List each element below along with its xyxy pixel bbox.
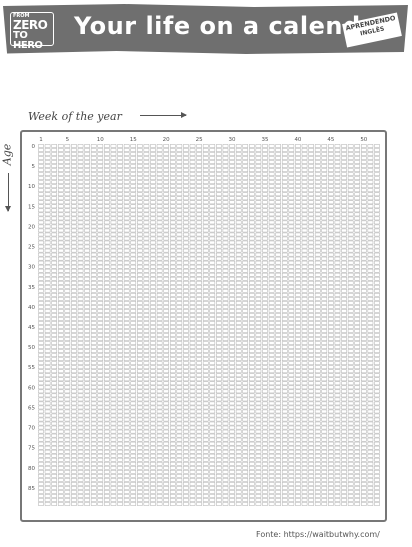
source-credit: Fonte: https://waitbutwhy.com/ bbox=[256, 530, 380, 539]
age-tick-label: 40 bbox=[28, 305, 35, 311]
age-tick-label: 45 bbox=[28, 325, 35, 331]
week-tick-label: 40 bbox=[294, 137, 301, 143]
age-tick-label: 15 bbox=[28, 204, 35, 210]
age-tick-label: 75 bbox=[28, 446, 35, 452]
calendar-frame bbox=[20, 130, 387, 522]
age-tick-label: 5 bbox=[32, 164, 36, 170]
age-tick-label: 65 bbox=[28, 405, 35, 411]
age-tick-label: 0 bbox=[32, 144, 36, 150]
age-tick-label: 60 bbox=[28, 385, 35, 391]
week-tick-label: 1 bbox=[39, 137, 43, 143]
week-boxes bbox=[38, 144, 380, 506]
week-tick-label: 10 bbox=[97, 137, 104, 143]
week-tick-label: 35 bbox=[262, 137, 269, 143]
logo-line-to-hero: TO HERO bbox=[13, 30, 43, 51]
down-arrow-icon bbox=[5, 173, 11, 212]
age-tick-label: 10 bbox=[28, 184, 35, 190]
week-tick-label: 20 bbox=[163, 137, 170, 143]
week-tick-label: 50 bbox=[360, 137, 367, 143]
from-zero-to-hero-logo: FROM ZERO TO HERO bbox=[10, 12, 54, 51]
age-tick-label: 85 bbox=[28, 486, 35, 492]
age-tick-label: 50 bbox=[28, 345, 35, 351]
header-banner bbox=[3, 4, 408, 54]
x-axis-label: Week of the year bbox=[28, 110, 122, 123]
age-tick-label: 70 bbox=[28, 426, 35, 432]
week-tick-label: 30 bbox=[229, 137, 236, 143]
age-tick-label: 80 bbox=[28, 466, 35, 472]
week-tick-label: 45 bbox=[327, 137, 334, 143]
age-tick-label: 20 bbox=[28, 224, 35, 230]
right-arrow-icon bbox=[140, 112, 187, 118]
week-tick-label: 5 bbox=[66, 137, 70, 143]
age-tick-label: 30 bbox=[28, 265, 35, 271]
page-title: Your life on a calendar bbox=[74, 12, 390, 40]
age-tick-label: 25 bbox=[28, 245, 35, 251]
age-tick-label: 55 bbox=[28, 365, 35, 371]
logo-line-zero: ZERO bbox=[13, 18, 48, 32]
age-tick-label: 35 bbox=[28, 285, 35, 291]
week-tick-label: 25 bbox=[196, 137, 203, 143]
week-tick-label: 15 bbox=[130, 137, 137, 143]
week-box-cells bbox=[38, 144, 380, 506]
logo-line-from: FROM bbox=[13, 13, 30, 19]
